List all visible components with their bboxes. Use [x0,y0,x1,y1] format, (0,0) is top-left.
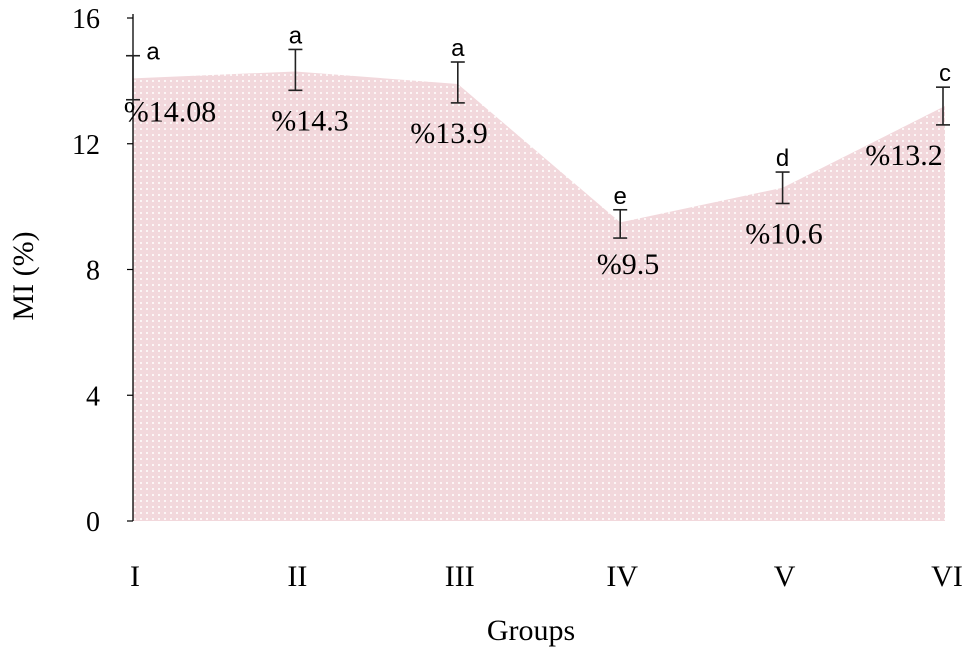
data-label: %14.08 [124,96,217,129]
y-tick-label: 16 [72,4,100,35]
x-axis-title: Groups [487,614,575,647]
y-tick-label: 8 [86,256,100,287]
significance-letter: c [939,60,951,87]
error-bar [775,171,790,205]
significance-letter: a [451,35,465,62]
data-label: %14.3 [271,104,349,137]
significance-letter: e [614,183,627,210]
area-series [133,71,945,521]
x-tick-label: V [774,560,796,593]
y-tick-label: 0 [86,507,100,538]
significance-letter: a [146,39,160,66]
data-label: %10.6 [745,217,823,250]
significance-letter: d [776,145,789,172]
significance-letter: a [289,22,303,49]
x-tick-label: IV [606,560,638,593]
error-bar [936,86,950,126]
error-bar [613,208,628,239]
error-bar [126,54,140,101]
x-tick-label: I [130,560,140,593]
error-bar [288,48,303,92]
data-label: %13.9 [410,117,488,150]
data-label: %13.2 [865,139,943,172]
data-label: %9.5 [597,248,660,281]
x-tick-label: II [287,560,307,593]
y-axis-title: MI (%) [7,231,40,320]
x-tick-label: VI [931,560,963,593]
error-bar [450,61,465,104]
y-tick-label: 12 [72,130,100,161]
y-tick-label: 4 [86,381,100,412]
x-tick-label: III [445,560,475,593]
